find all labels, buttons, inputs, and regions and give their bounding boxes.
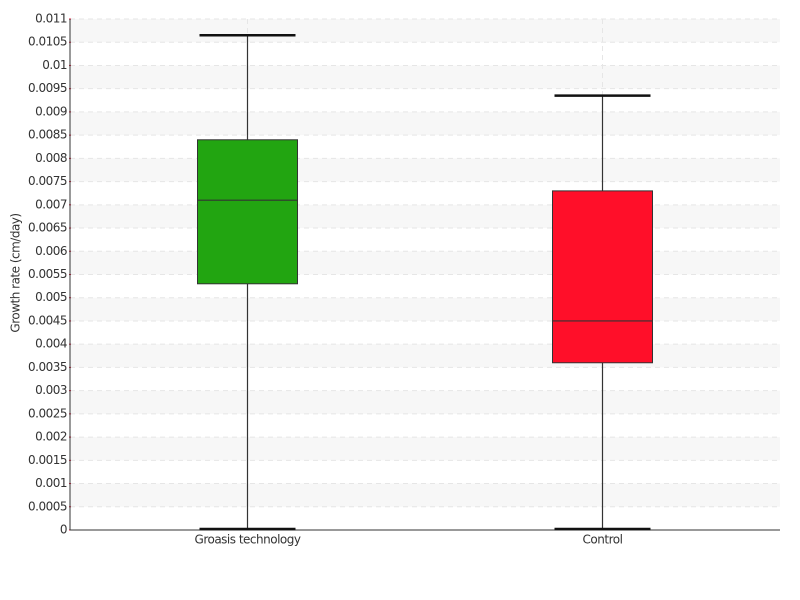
y-tick-label: 0.002: [35, 430, 67, 444]
grid-band: [70, 204, 780, 229]
y-tick-label: 0.0005: [28, 499, 67, 513]
box: [552, 190, 653, 364]
y-tick-label: 0.009: [35, 104, 67, 118]
y-tick-label: 0.0065: [28, 221, 67, 235]
y-tick-label: 0.0105: [28, 35, 67, 49]
y-tick-label: 0.011: [35, 12, 67, 26]
grid-band: [70, 19, 780, 43]
grid-band: [70, 437, 780, 461]
y-tick-label: 0.001: [35, 476, 67, 490]
y-tick-label: 0.008: [35, 151, 67, 165]
x-tick-label: Groasis technology: [195, 533, 301, 547]
y-tick-label: 0.0045: [28, 313, 67, 327]
y-axis-label: Growth rate (cm/day): [9, 213, 23, 332]
grid-band: [70, 251, 780, 275]
grid-band: [70, 483, 780, 507]
y-tick-label: 0.0075: [28, 174, 67, 188]
y-tick-label: 0.003: [35, 383, 67, 397]
grid-band: [70, 390, 780, 414]
y-tick-label: 0.004: [35, 337, 67, 351]
box: [197, 139, 298, 285]
y-tick-label: 0.0085: [28, 128, 67, 142]
grid-band: [70, 111, 780, 136]
y-tick-label: 0: [60, 523, 67, 537]
y-tick-label: 0.0015: [28, 453, 67, 467]
grid-band: [70, 297, 780, 321]
grid-band: [70, 344, 780, 368]
grid-band: [70, 65, 780, 89]
grid-band: [70, 158, 780, 182]
y-tick-label: 0.006: [35, 244, 67, 258]
y-tick-label: 0.0035: [28, 360, 67, 374]
x-tick-label: Control: [583, 533, 623, 547]
y-tick-label: 0.0095: [28, 81, 67, 95]
y-tick-label: 0.007: [35, 197, 67, 211]
y-tick-label: 0.005: [35, 290, 67, 304]
y-tick-label: 0.01: [42, 58, 67, 72]
y-tick-label: 0.0055: [28, 267, 67, 281]
y-tick-label: 0.0025: [28, 406, 67, 420]
